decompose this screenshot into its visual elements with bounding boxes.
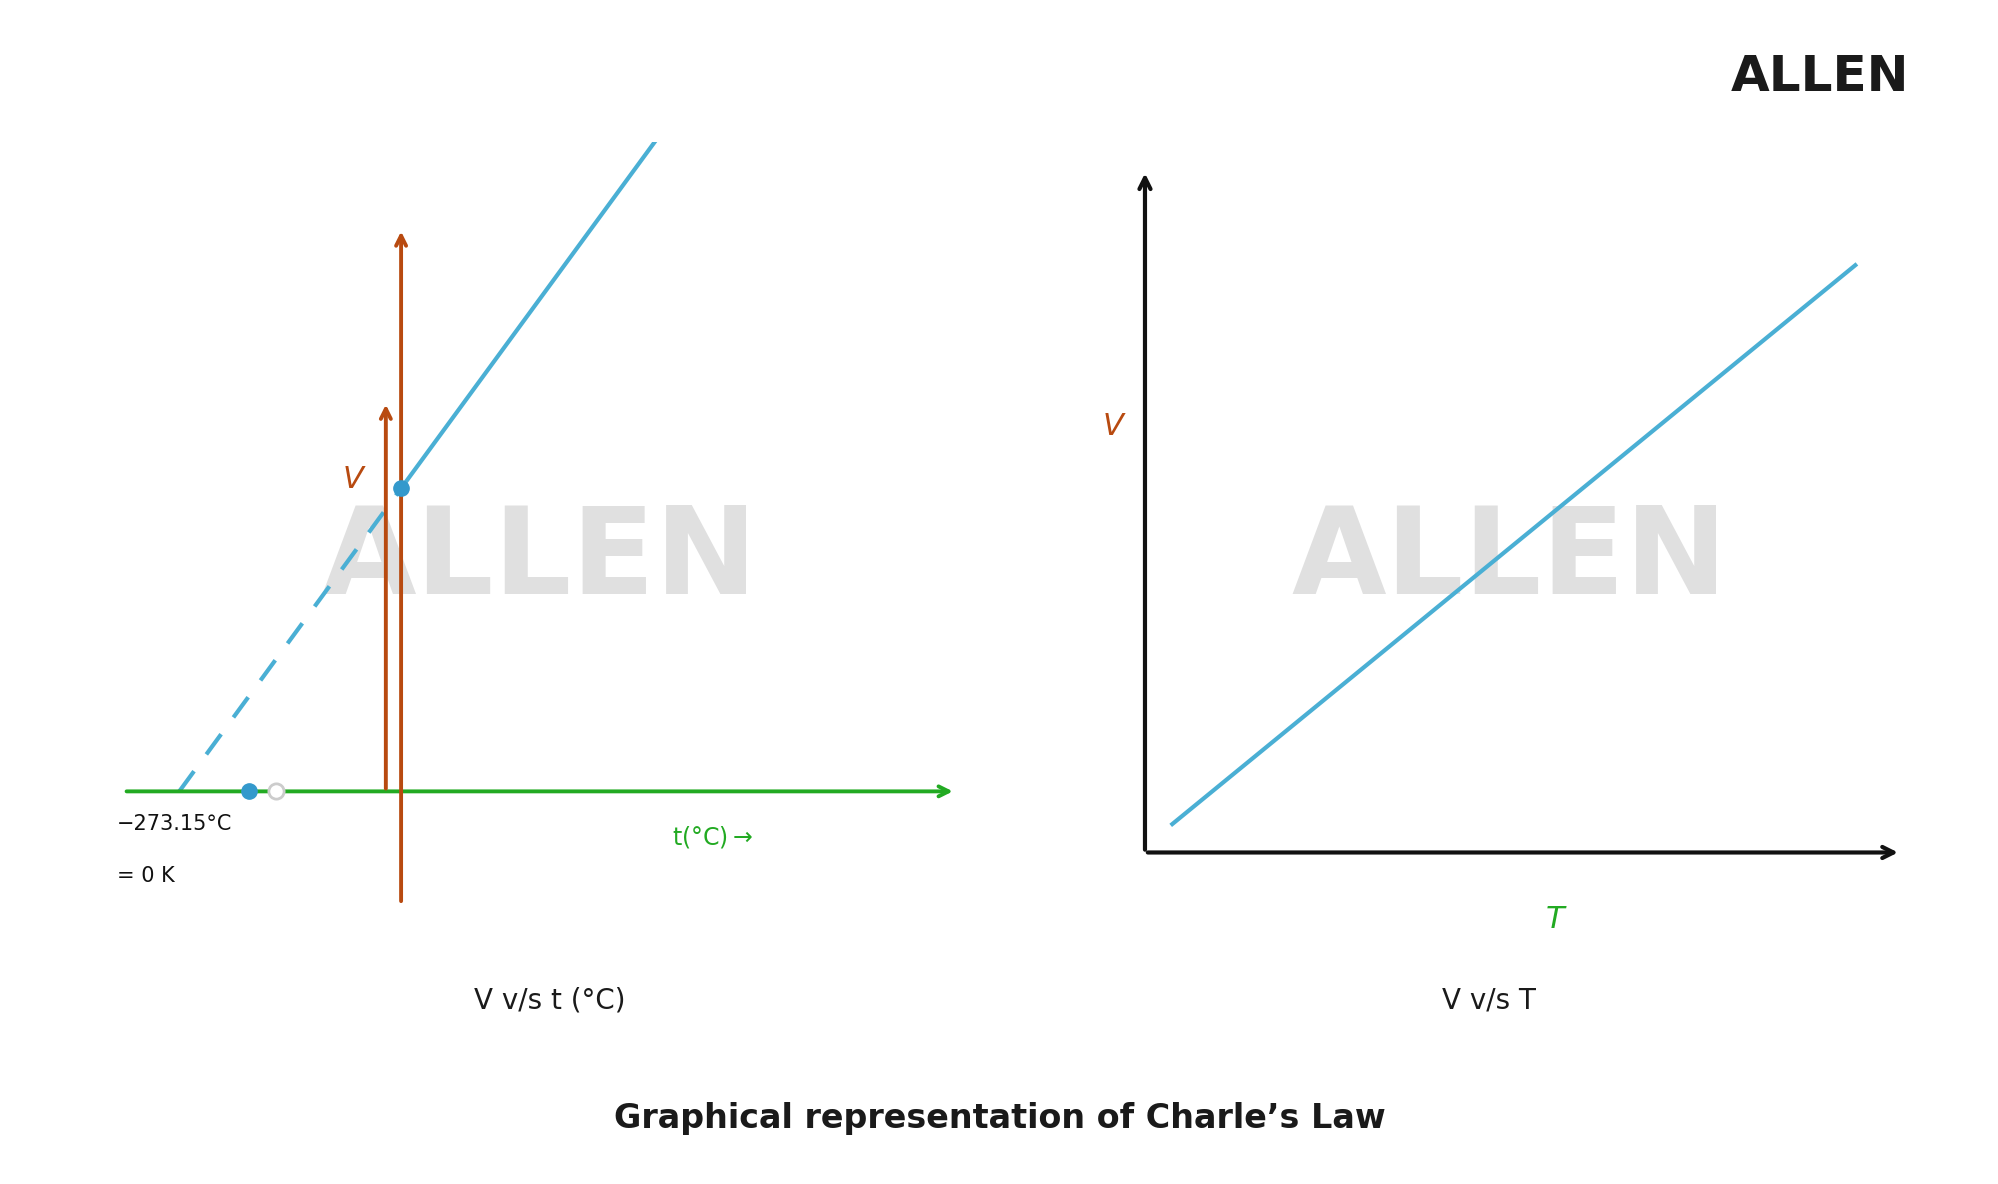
- Text: T: T: [1544, 905, 1562, 933]
- Text: ALLEN: ALLEN: [322, 502, 757, 619]
- Text: = 0 K: = 0 K: [116, 867, 174, 887]
- Text: V: V: [342, 465, 364, 494]
- Text: V v/s t (°C): V v/s t (°C): [474, 986, 625, 1015]
- Text: ALLEN: ALLEN: [1291, 502, 1726, 619]
- Text: ALLEN: ALLEN: [1730, 53, 1908, 102]
- Text: V: V: [1103, 412, 1123, 440]
- Text: V v/s T: V v/s T: [1443, 986, 1534, 1015]
- Text: −273.15°C: −273.15°C: [116, 815, 232, 835]
- Text: Graphical representation of Charle’s Law: Graphical representation of Charle’s Law: [613, 1102, 1385, 1135]
- Text: t($\degree$C)$\rightarrow$: t($\degree$C)$\rightarrow$: [671, 824, 753, 850]
